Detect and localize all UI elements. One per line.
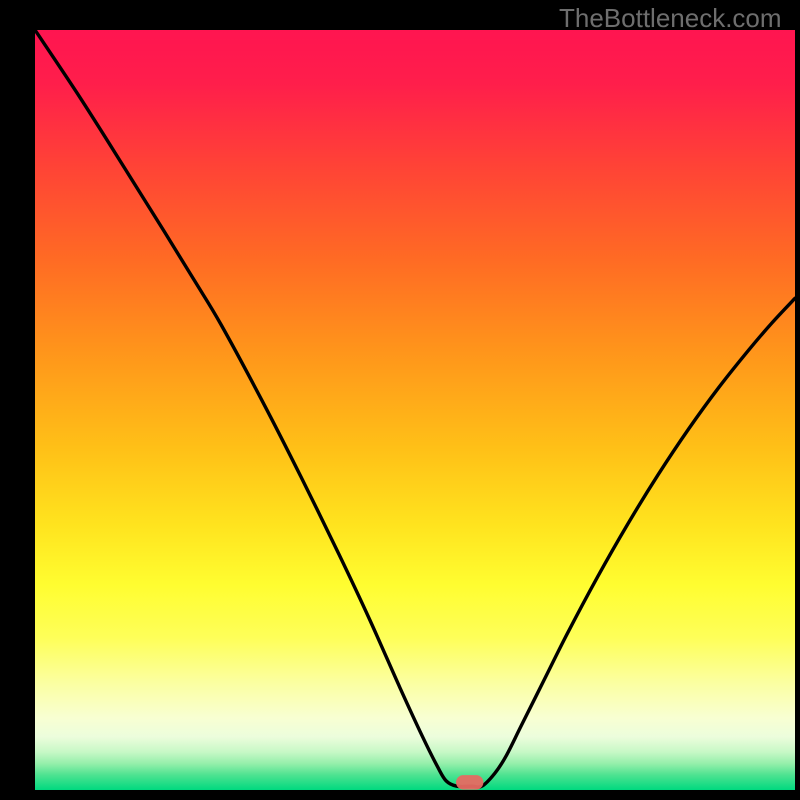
- chart-root: TheBottleneck.com: [0, 0, 800, 800]
- plot-area: [35, 30, 795, 790]
- attribution-label: TheBottleneck.com: [559, 3, 782, 34]
- optimal-marker: [35, 30, 795, 790]
